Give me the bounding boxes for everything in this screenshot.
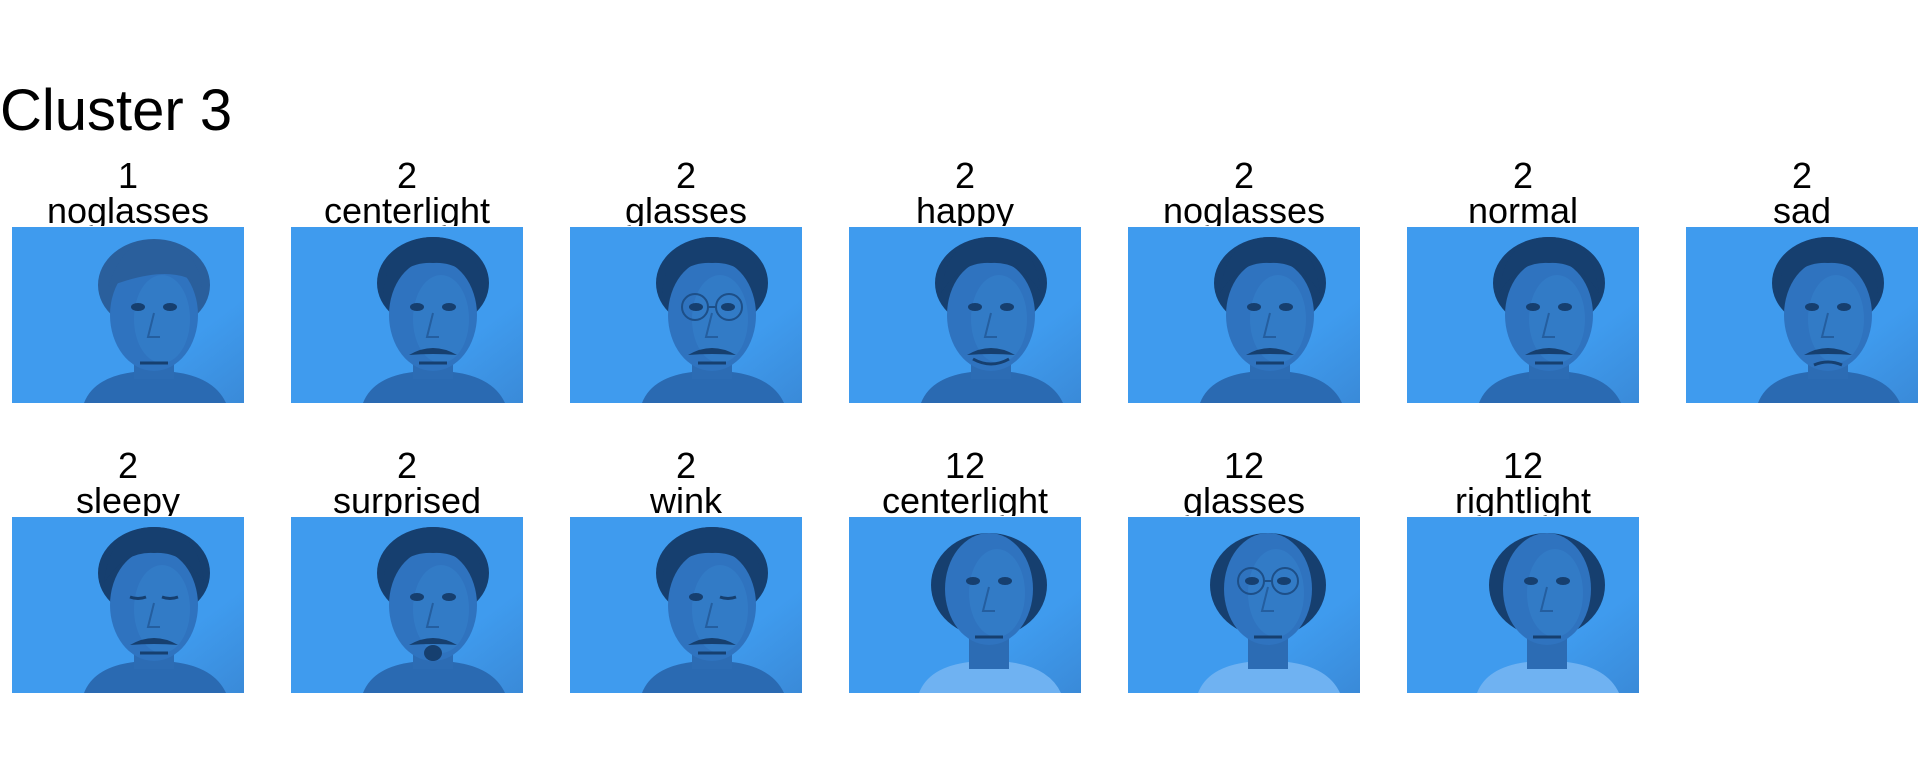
face-caption: 12 rightlight — [1367, 448, 1679, 516]
face-figure — [919, 533, 1061, 693]
face-condition: glasses — [624, 190, 748, 227]
face-caption: 12 centerlight — [809, 448, 1121, 516]
face-condition: centerlight — [323, 190, 491, 227]
face-caption: 12 glasses — [1088, 448, 1400, 516]
face-figure — [642, 237, 784, 403]
face-caption: 2 glasses — [530, 158, 842, 226]
face-subject-id: 2 — [954, 158, 976, 196]
face-subject-id: 12 — [944, 448, 986, 486]
face-photo — [1407, 227, 1639, 403]
face-photo — [291, 227, 523, 403]
face-photo — [849, 517, 1081, 693]
face-condition: surprised — [332, 480, 482, 517]
face-figure — [642, 527, 784, 693]
face-subject-id: 2 — [675, 158, 697, 196]
face-condition: glasses — [1182, 480, 1306, 517]
face-caption: 2 wink — [530, 448, 842, 516]
face-photo — [849, 227, 1081, 403]
face-caption: 2 surprised — [251, 448, 563, 516]
face-photo — [1128, 517, 1360, 693]
face-caption: 2 centerlight — [251, 158, 563, 226]
face-condition: sleepy — [75, 480, 181, 517]
face-subject-id: 2 — [675, 448, 697, 486]
face-caption: 2 sleepy — [0, 448, 284, 516]
face-photo — [570, 227, 802, 403]
face-condition: happy — [915, 190, 1015, 227]
face-condition: normal — [1467, 190, 1579, 227]
face-photo — [1128, 227, 1360, 403]
face-figure — [1200, 237, 1342, 403]
face-subject-id: 1 — [117, 158, 139, 196]
face-caption: 2 sad — [1646, 158, 1920, 226]
face-figure — [363, 527, 505, 693]
face-figure — [1479, 237, 1621, 403]
face-photo — [12, 227, 244, 403]
face-condition: rightlight — [1454, 480, 1592, 517]
face-photo — [1407, 517, 1639, 693]
cluster-title: Cluster 3 — [0, 78, 233, 143]
face-caption: 2 normal — [1367, 158, 1679, 226]
face-caption: 2 happy — [809, 158, 1121, 226]
face-subject-id: 2 — [117, 448, 139, 486]
face-condition: wink — [649, 480, 723, 517]
face-figure — [921, 237, 1063, 403]
face-figure — [84, 527, 226, 693]
face-subject-id: 2 — [1233, 158, 1255, 196]
face-photo — [12, 517, 244, 693]
face-photo — [1686, 227, 1918, 403]
face-figure — [1198, 533, 1340, 693]
face-subject-id: 2 — [1791, 158, 1813, 196]
face-condition: noglasses — [46, 190, 210, 227]
face-photo — [291, 517, 523, 693]
face-caption: 1 noglasses — [0, 158, 284, 226]
face-photo — [570, 517, 802, 693]
face-subject-id: 2 — [1512, 158, 1534, 196]
face-figure — [1758, 237, 1900, 403]
face-subject-id: 12 — [1223, 448, 1265, 486]
face-figure — [84, 239, 226, 403]
face-condition: centerlight — [881, 480, 1049, 517]
face-condition: noglasses — [1162, 190, 1326, 227]
face-figure — [1477, 533, 1619, 693]
face-subject-id: 2 — [396, 448, 418, 486]
face-figure — [363, 237, 505, 403]
face-subject-id: 2 — [396, 158, 418, 196]
face-caption: 2 noglasses — [1088, 158, 1400, 226]
face-condition: sad — [1772, 190, 1832, 227]
face-subject-id: 12 — [1502, 448, 1544, 486]
